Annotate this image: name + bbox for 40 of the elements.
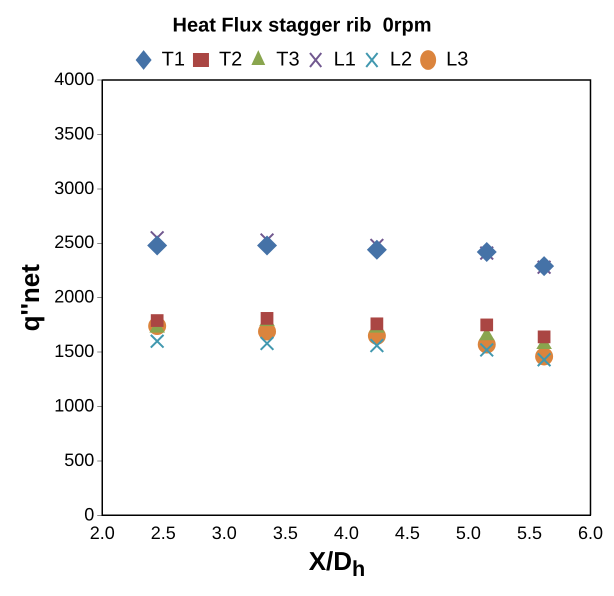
x-tick-label: 2.0 [90,523,115,544]
y-tick-label: 2500 [54,232,94,252]
y-tick-label: 1000 [54,396,94,416]
legend-label: L3 [446,48,468,71]
y-tick-label: 1500 [54,341,94,362]
y-axis-title: q''net [14,264,45,332]
x-tick-label: 4.5 [394,523,420,544]
y-tick-label: 500 [64,450,94,470]
x-axis-title: X/D$_{h}$ [308,546,366,582]
x-tick-label: 4.0 [334,523,359,544]
y-tick-label: 0 [84,504,94,524]
y-tick-label: 3500 [54,123,94,144]
point [370,338,384,353]
y-tick-label: 4000 [54,68,94,89]
point [370,317,384,330]
point [257,235,278,256]
point [536,352,552,368]
x-tick-label: 2.5 [150,523,176,544]
point [260,336,274,351]
point [534,256,554,276]
legend-label: T3 [276,48,300,71]
x-tick-label: 3.0 [212,523,237,544]
x-tick-label: 3.5 [272,523,298,544]
y-tick-label: 3000 [54,178,94,198]
point [150,334,165,349]
legend-label: T2 [218,48,242,71]
y-tick-label: 2000 [54,286,94,307]
point [476,242,497,262]
point [480,318,494,332]
x-tick-label: 5.5 [516,523,542,544]
legend-label: T1 [162,48,185,71]
x-tick-label: 5.0 [456,523,481,544]
point [479,342,494,358]
chart-title: Heat Flux stagger rib 0rpm [172,14,432,37]
legend-label: L1 [334,48,356,71]
legend-label: L2 [390,48,412,71]
x-tick-label: 6.0 [578,523,604,544]
point [147,235,168,256]
point [538,330,550,344]
point [366,240,387,260]
